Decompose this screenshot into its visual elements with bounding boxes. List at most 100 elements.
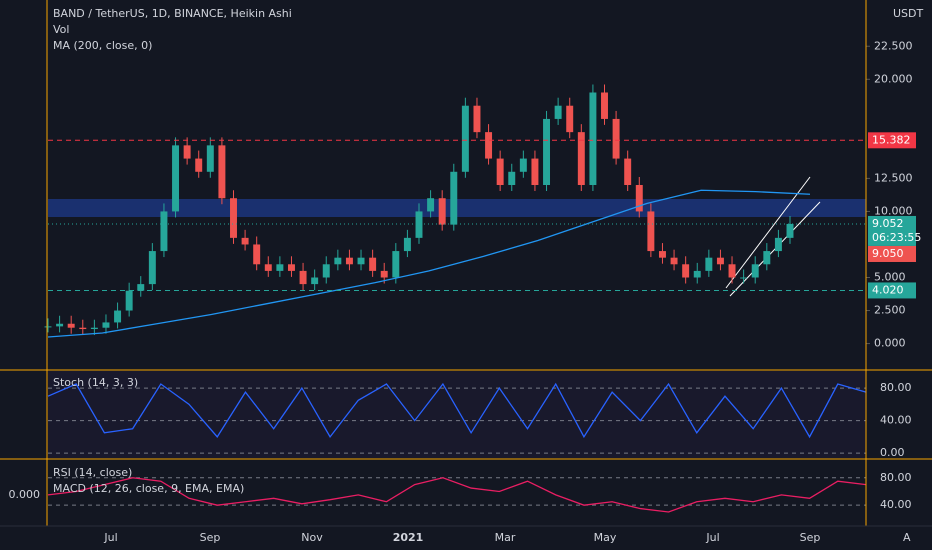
candle <box>345 257 353 265</box>
x-label: May <box>594 531 617 544</box>
countdown: 06:23:55 <box>872 231 921 244</box>
candle <box>601 92 608 119</box>
candle <box>183 145 191 159</box>
candle <box>566 105 574 133</box>
candle <box>508 171 516 185</box>
candle <box>90 327 98 330</box>
price-tag-label: 15.382 <box>872 133 911 146</box>
candle <box>369 257 377 271</box>
y-tick-label: 80.00 <box>880 381 912 394</box>
y-tick-label: 20.000 <box>874 72 913 85</box>
candle <box>357 257 365 265</box>
candle <box>160 211 168 252</box>
candle <box>716 257 724 265</box>
x-label: Jul <box>103 531 117 544</box>
candle <box>682 264 690 278</box>
candle <box>774 237 782 252</box>
candle <box>311 277 319 285</box>
price-tag-label: 4.020 <box>872 283 904 296</box>
candle <box>438 198 446 225</box>
candle <box>427 198 435 212</box>
y-tick-label: 22.500 <box>874 39 913 52</box>
candle <box>114 310 122 323</box>
candle <box>322 264 330 278</box>
rsi-line <box>47 477 867 513</box>
candle <box>658 251 666 258</box>
candle <box>740 277 748 279</box>
x-label: Mar <box>495 531 516 544</box>
y-tick-label: 0.00 <box>880 446 905 459</box>
y-tick-label: 12.500 <box>874 171 913 184</box>
candle <box>67 323 75 328</box>
rsi-title: RSI (14, close) <box>53 466 132 479</box>
price-tag <box>868 132 916 149</box>
candle <box>670 257 678 265</box>
candle <box>554 105 562 119</box>
candle <box>450 171 458 225</box>
candle <box>496 158 504 185</box>
candle <box>287 264 295 271</box>
x-label: Sep <box>800 531 821 544</box>
candle <box>380 270 388 278</box>
y-tick-label: 2.500 <box>874 304 906 317</box>
x-label: Nov <box>301 531 323 544</box>
currency: USDT <box>893 7 924 20</box>
candle <box>125 290 133 311</box>
y-tick-label: 40.00 <box>880 498 912 511</box>
candle <box>218 145 226 199</box>
price-tag <box>868 282 916 299</box>
stoch-band <box>48 371 866 458</box>
candle <box>206 145 214 172</box>
candle <box>647 211 655 252</box>
price-tag-label: 9.050 <box>872 247 904 260</box>
candle <box>264 264 272 271</box>
candle <box>392 251 400 278</box>
y-tick-label: 40.00 <box>880 414 912 427</box>
ma-line <box>47 189 811 338</box>
candle <box>577 132 585 185</box>
candle <box>612 118 620 159</box>
y-tick-label: 10.000 <box>874 204 913 217</box>
candle <box>485 132 493 159</box>
y-tick-label: 80.00 <box>880 471 912 484</box>
symbol: BAND / TetherUS, 1D, BINANCE, Heikin Ash… <box>53 7 292 20</box>
candle <box>299 270 307 285</box>
candle <box>230 198 237 238</box>
candle <box>763 251 771 265</box>
candle <box>415 211 423 238</box>
ma-label: MA (200, close, 0) <box>53 39 152 52</box>
candle <box>624 158 632 185</box>
x-label: 2021 <box>393 531 424 544</box>
candle <box>148 251 156 285</box>
candle <box>334 257 342 265</box>
price-tag <box>868 245 916 262</box>
price-tag <box>868 215 916 246</box>
y-tick-label: 5.000 <box>874 271 906 284</box>
candle <box>241 237 249 245</box>
candle <box>44 326 52 328</box>
macd-title: MACD (12, 26, close, 9, EMA, EMA) <box>53 482 244 495</box>
macd-zero: 0.000 <box>9 488 41 501</box>
channel-line <box>725 176 811 289</box>
candle <box>172 145 180 212</box>
candle <box>473 105 481 133</box>
candle <box>56 323 64 327</box>
candle <box>543 118 551 185</box>
candle <box>276 264 284 271</box>
candle <box>728 264 736 278</box>
x-label: Jul <box>705 531 719 544</box>
auto-button[interactable]: A <box>903 531 911 544</box>
y-tick-label: 0.000 <box>874 337 906 350</box>
candle <box>589 92 597 185</box>
stoch-title: Stoch (14, 3, 3) <box>53 376 138 389</box>
price-tag-label: 9.052 <box>872 217 904 230</box>
candle <box>786 223 794 238</box>
candle <box>403 237 411 252</box>
candle <box>253 244 261 265</box>
candle <box>693 270 701 278</box>
candle <box>102 322 110 328</box>
candle <box>79 327 87 330</box>
candle <box>461 105 469 172</box>
vol: Vol <box>53 23 69 36</box>
